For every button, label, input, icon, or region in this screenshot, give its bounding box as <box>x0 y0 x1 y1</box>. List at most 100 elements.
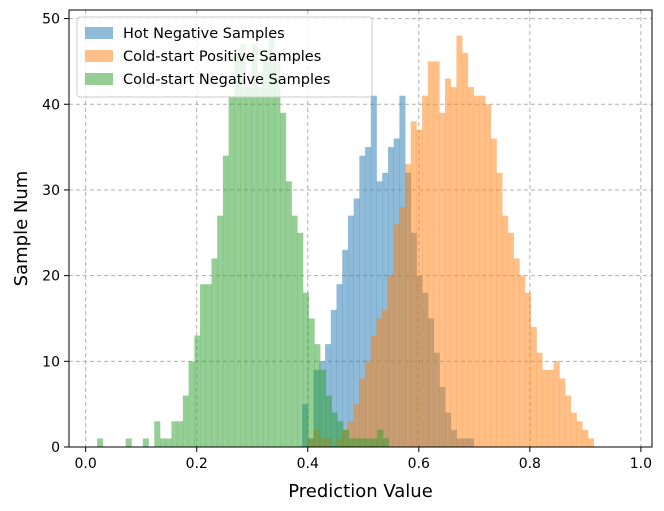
histogram-bar <box>285 181 292 447</box>
histogram-bar <box>262 61 269 447</box>
histogram-bar <box>154 421 161 447</box>
histogram-bar <box>211 258 218 447</box>
histogram-bar <box>314 344 321 447</box>
histogram-bar <box>257 87 264 447</box>
histogram-bar <box>587 438 594 447</box>
histogram-bar <box>251 44 258 448</box>
histogram-bar <box>536 352 543 447</box>
histogram-bar <box>343 429 350 447</box>
histogram-bar <box>496 172 503 447</box>
histogram-bar <box>234 52 241 447</box>
histogram-bar <box>519 275 526 447</box>
histogram-bar <box>217 215 224 447</box>
legend-swatch <box>85 27 113 39</box>
histogram-bar <box>177 421 184 447</box>
histogram-bar <box>553 361 560 447</box>
histogram-bar <box>348 438 355 447</box>
y-tick-label: 20 <box>42 269 60 285</box>
histogram-bar <box>399 207 406 447</box>
histogram-bar <box>450 87 457 447</box>
histogram-bar <box>456 35 463 448</box>
histogram-bar <box>347 215 354 447</box>
legend-swatch <box>85 50 113 62</box>
histogram-bar <box>377 429 384 447</box>
histogram-bar <box>422 95 429 447</box>
x-axis-label: Prediction Value <box>288 481 433 502</box>
histogram-bar <box>462 52 469 447</box>
x-tick-label: 0.2 <box>186 456 208 472</box>
legend-label: Hot Negative Samples <box>123 26 285 42</box>
y-axis-ticks: 0 10 20 30 40 50 <box>42 12 69 456</box>
histogram-bar <box>365 147 372 448</box>
histogram-bar <box>268 35 275 448</box>
histogram-bar <box>565 395 572 447</box>
histogram-bar <box>222 155 229 447</box>
x-tick-label: 1.0 <box>630 456 652 472</box>
histogram-bar <box>382 309 389 447</box>
histogram-bar <box>337 421 344 447</box>
histogram-bar <box>347 421 354 447</box>
x-tick-label: 0.4 <box>297 456 319 472</box>
histogram-bar <box>342 249 349 447</box>
histogram-bar <box>547 369 554 447</box>
histogram-bar <box>331 412 338 447</box>
histogram-bar <box>171 421 178 447</box>
histogram-bar <box>370 335 377 447</box>
histogram-bar <box>308 318 315 447</box>
histogram-bar <box>433 61 440 447</box>
histogram-bar <box>427 61 434 447</box>
histogram-bar <box>240 44 247 448</box>
histogram-bar <box>576 421 583 447</box>
histogram-bar <box>280 112 287 447</box>
histogram-bar <box>559 378 566 447</box>
histogram-bar <box>125 438 132 447</box>
histogram-bar <box>360 438 367 447</box>
histogram-bar <box>393 224 400 447</box>
histogram-bar <box>387 275 394 447</box>
y-tick-label: 40 <box>42 97 60 113</box>
legend-box <box>76 16 373 98</box>
histogram-bar <box>513 258 520 447</box>
histogram-bar <box>530 327 537 447</box>
histogram-bar <box>383 438 390 447</box>
histogram-bar <box>291 215 298 447</box>
histogram-bar <box>364 361 371 447</box>
histogram-bar <box>542 369 549 447</box>
plot-frame <box>68 9 653 448</box>
histogram-bar <box>376 181 383 447</box>
histogram-bar <box>188 361 195 447</box>
x-tick-label: 0.0 <box>75 456 97 472</box>
x-tick-label: 0.8 <box>519 456 541 472</box>
histogram-bar <box>376 318 383 447</box>
histogram-bar <box>353 404 360 447</box>
histogram-bar <box>570 412 577 447</box>
histogram-bar <box>200 284 207 447</box>
histogram-bar <box>525 292 532 447</box>
histogram-bars <box>97 35 594 448</box>
histogram-bar <box>371 438 378 447</box>
histogram-bar <box>320 369 327 447</box>
histogram-bar <box>416 129 423 447</box>
histogram-bar <box>582 429 589 447</box>
x-tick-label: 0.6 <box>408 456 430 472</box>
histogram-bar <box>485 104 492 447</box>
histogram-bar <box>490 138 497 447</box>
histogram-bar <box>245 87 252 447</box>
x-axis-ticks: 0.0 0.2 0.4 0.6 0.8 1.0 <box>75 447 652 472</box>
histogram-bar <box>404 164 411 447</box>
histogram-bar <box>502 215 509 447</box>
histogram-bar <box>354 438 361 447</box>
histogram-bar <box>330 309 337 447</box>
histogram-bar <box>228 95 235 447</box>
legend-label: Cold-start Negative Samples <box>123 72 330 88</box>
legend-swatch <box>85 73 113 85</box>
histogram-bar <box>160 438 167 447</box>
histogram-bar <box>365 438 372 447</box>
histogram-bar <box>359 155 366 447</box>
histogram-bar <box>302 292 309 447</box>
y-tick-label: 50 <box>42 12 60 28</box>
histogram-bar <box>445 78 452 448</box>
legend-label: Cold-start Positive Samples <box>123 49 321 65</box>
histogram-bar <box>205 284 212 447</box>
